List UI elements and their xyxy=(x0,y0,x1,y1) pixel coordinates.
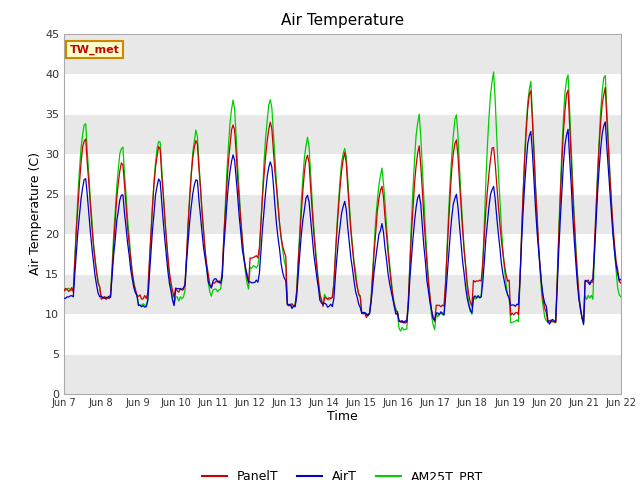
Bar xyxy=(64,34,621,73)
Legend: PanelT, AirT, AM25T_PRT: PanelT, AirT, AM25T_PRT xyxy=(196,465,488,480)
Bar xyxy=(64,274,621,313)
Bar xyxy=(64,114,621,154)
Title: Air Temperature: Air Temperature xyxy=(281,13,404,28)
Y-axis label: Air Temperature (C): Air Temperature (C) xyxy=(29,152,42,275)
Bar xyxy=(64,193,621,234)
X-axis label: Time: Time xyxy=(327,410,358,423)
Text: TW_met: TW_met xyxy=(70,44,120,55)
Bar xyxy=(64,354,621,394)
